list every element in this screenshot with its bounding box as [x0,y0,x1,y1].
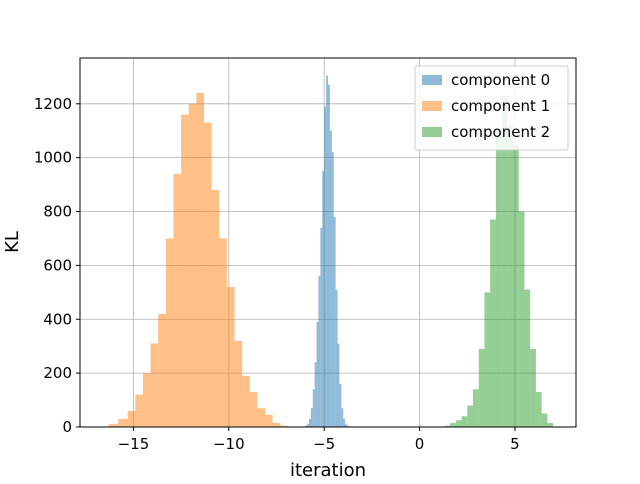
x-tick-label: −10 [213,435,245,453]
histogram-bar [316,321,319,427]
histogram-bar [326,75,328,428]
histogram-bar [347,425,349,427]
legend-swatch [422,101,442,111]
histogram-bar [501,95,508,427]
histogram-bar [472,389,479,427]
histogram-bar [142,373,151,427]
histogram-bar [524,289,531,427]
histogram-bar [339,383,342,427]
histogram-bar [320,227,323,427]
histogram-bar [490,219,496,427]
histogram-bar [478,348,485,427]
histogram-bar [272,422,281,427]
histogram-bar [188,103,197,427]
histogram-bar [343,418,346,427]
histogram-bar [257,408,266,427]
histogram-bar [249,391,258,427]
x-tick-label: −5 [313,435,335,453]
y-tick-label: 1200 [34,95,72,113]
y-tick-label: 1000 [34,149,72,167]
histogram-bar [135,394,143,427]
histogram-bar [234,340,243,427]
histogram-bar [150,343,159,427]
histogram-bar [310,408,313,427]
histogram-bar [333,216,336,427]
legend: component 0 component 1 component 2 [414,65,569,151]
histogram-bar [127,410,136,427]
histogram-bar [547,422,554,427]
axis-ticks: −15 −10 −5 0 5 0 200 400 600 800 1000 1200 [34,95,520,453]
histogram-bar [322,171,325,427]
histogram-bar [196,93,204,428]
histogram-bar [341,408,344,427]
legend-label: component 0 [451,71,550,89]
y-axis-label: KL [2,231,23,253]
histogram-bar [173,173,182,427]
x-tick-label: −15 [118,435,150,453]
series-0-bars [305,75,349,428]
y-tick-label: 600 [43,256,72,274]
histogram-bar [165,238,174,427]
histogram-bar [307,424,309,427]
x-tick-label: 0 [415,435,425,453]
y-tick-label: 400 [43,310,72,328]
histogram-bar [324,106,327,427]
legend-swatch [422,75,442,85]
histogram-bar [455,420,462,427]
histogram-bar [450,422,456,427]
histogram-bar [226,286,235,427]
legend-swatch [422,127,442,137]
histogram-bar [318,276,321,427]
histogram-bar [211,189,220,427]
histogram-bar [242,375,250,427]
histogram-bar [280,425,288,427]
x-axis-label: iteration [290,460,366,480]
histogram-bar [305,425,308,427]
histogram-bar [444,425,451,427]
histogram-bar [541,413,548,427]
histogram-bar [345,424,348,427]
histogram-bar [535,391,542,427]
histogram-bar [329,130,332,427]
histogram-bar [335,289,338,427]
histogram-bar [467,405,473,427]
histogram-bar [513,144,519,428]
y-tick-label: 0 [62,418,72,436]
histogram-bar [118,418,128,427]
series-2-bars [444,95,554,428]
histogram-bar [108,424,119,427]
histogram-bar [495,130,502,427]
histogram-bar [265,414,273,427]
histogram-bar [484,292,491,427]
histogram-bar [328,84,330,428]
histogram-bar [219,238,227,427]
histogram-bar [461,416,468,427]
histogram-bar [331,152,334,427]
y-tick-label: 200 [43,364,72,382]
histogram-bar [337,343,340,427]
histogram-bar [308,418,311,427]
histogram-bar [181,114,189,427]
legend-label: component 2 [451,123,550,141]
legend-box [414,65,569,151]
x-tick-label: 5 [510,435,520,453]
histogram-bar [204,122,212,427]
histogram-bar [530,348,536,427]
histogram-bar [507,125,514,428]
series-1-bars [108,93,288,428]
histogram-bar [314,362,317,427]
y-tick-label: 800 [43,203,72,221]
histogram-bars [108,75,554,428]
histogram-bar [312,389,315,427]
histogram-bar [158,313,166,427]
plot-frame [79,57,577,428]
histogram-bar [518,211,525,427]
legend-label: component 1 [451,97,550,115]
